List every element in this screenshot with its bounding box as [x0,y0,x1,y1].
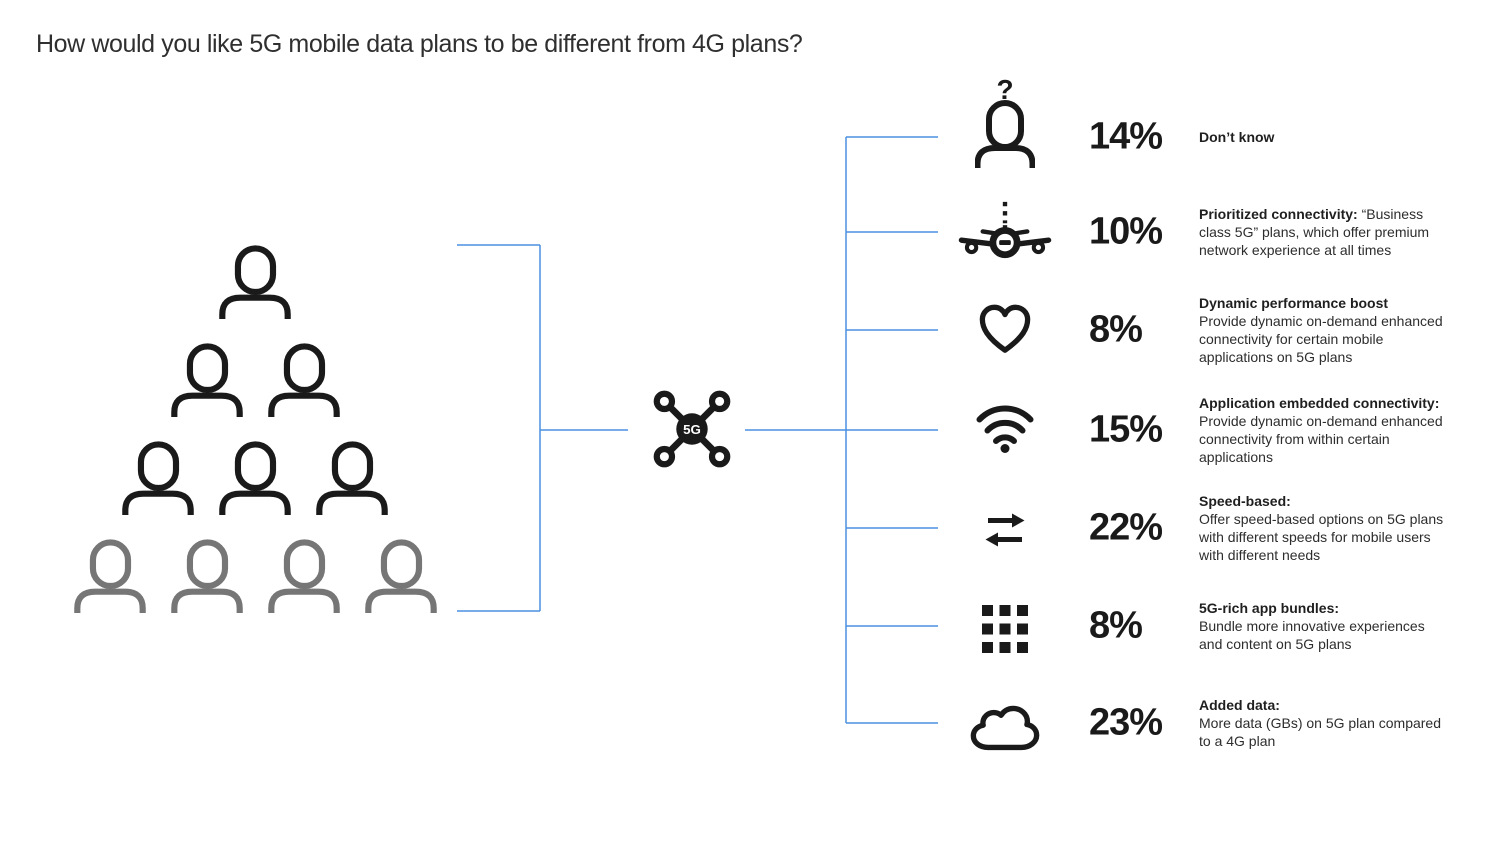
item-body: More data (GBs) on 5G plan compared to a… [1199,715,1442,749]
item-heading: Application embedded connectivity: [1199,395,1440,411]
percentage-value: 8% [1089,308,1143,351]
percentage-value: 22% [1089,506,1163,549]
item-heading: Dynamic performance boost [1199,295,1389,311]
item-description: Don’t know [1199,128,1451,146]
item-description: Added data: More data (GBs) on 5G plan c… [1199,696,1451,750]
person-icon [219,245,291,326]
item-heading: Don’t know [1199,129,1275,145]
person-icon [73,539,146,613]
item-body: Provide dynamic on-demand enhanced conne… [1199,313,1443,365]
item-heading: Added data: [1199,697,1280,713]
item-description: Speed-based: Offer speed-based options o… [1199,492,1451,564]
page-title: How would you like 5G mobile data plans … [36,30,803,58]
item-description: 5G-rich app bundles: Bundle more innovat… [1199,599,1451,653]
percentage-value: 14% [1089,115,1163,158]
airplane-icon [958,199,1052,261]
5g-hub-label: 5G [683,422,701,437]
percentage-value: 23% [1089,701,1163,744]
item-description: Dynamic performance boost Provide dynami… [1199,294,1451,366]
5g-drone-icon: 5G [652,389,732,469]
app-grid-icon [958,605,1052,653]
item-description: Application embedded connectivity: Provi… [1199,394,1451,466]
person-icon [364,539,437,613]
transfer-arrows-icon [958,512,1052,548]
heart-icon [958,303,1052,355]
item-body: Offer speed-based options on 5G plans wi… [1199,511,1444,563]
item-heading: 5G-rich app bundles: [1199,600,1340,616]
person-icon [122,441,194,522]
percentage-value: 8% [1089,604,1143,647]
person-question-icon: ? [958,78,1052,168]
audience-pyramid [0,0,560,613]
person-icon [219,441,291,522]
percentage-value: 10% [1089,210,1163,253]
percentage-value: 15% [1089,408,1163,451]
item-heading: Speed-based: [1199,493,1291,509]
item-body: Bundle more innovative experiences and c… [1199,618,1425,652]
item-body: “Business class 5G” plans, which offer p… [1199,206,1430,258]
person-icon [316,441,388,522]
person-icon [267,343,340,424]
person-icon [170,343,243,424]
person-icon [267,539,340,613]
cloud-icon [958,700,1052,753]
svg-text:?: ? [996,78,1013,105]
item-heading: Prioritized connectivity: [1199,206,1358,222]
item-body: Provide dynamic on-demand enhanced conne… [1199,413,1443,465]
item-description: Prioritized connectivity: “Business clas… [1199,205,1451,259]
person-icon [170,539,243,613]
wifi-icon [958,402,1052,454]
